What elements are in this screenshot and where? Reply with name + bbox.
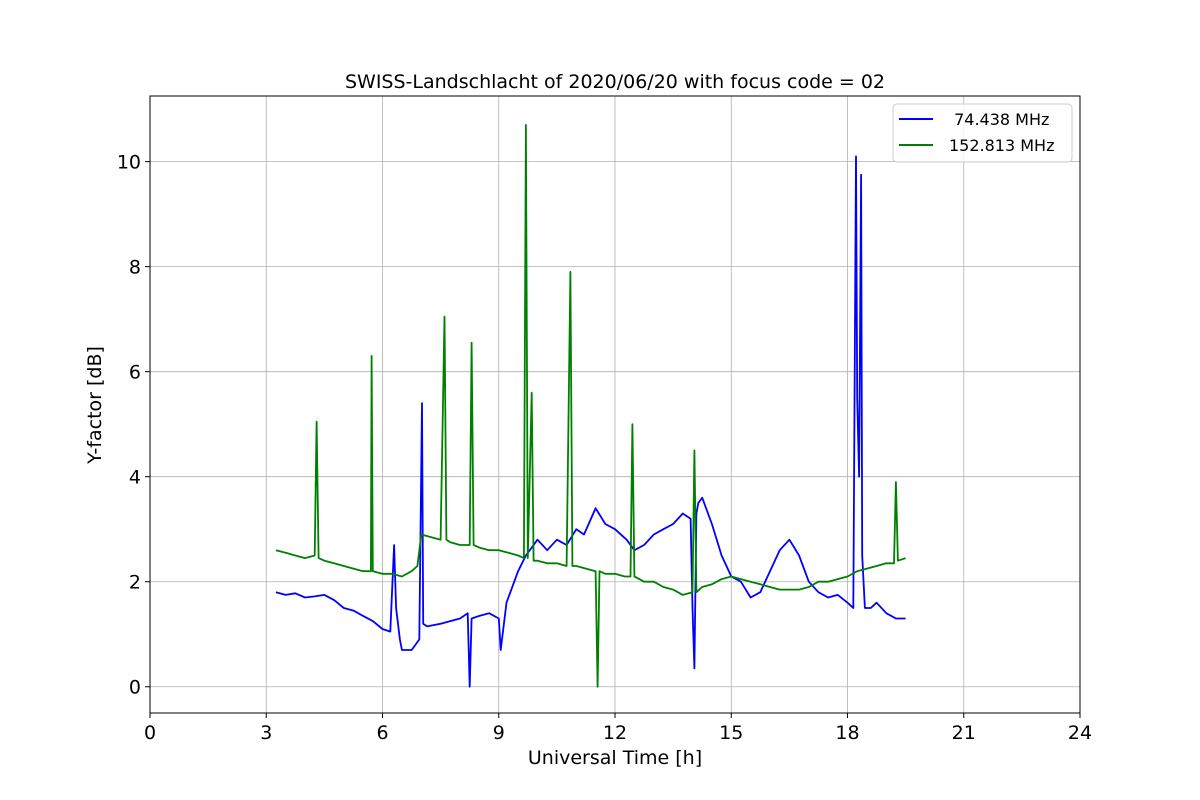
x-tick-label: 21 [952,722,976,744]
y-tick-label: 2 [129,572,141,594]
x-tick-label: 15 [719,722,743,744]
y-tick-label: 8 [129,257,141,279]
y-tick-label: 0 [129,677,141,699]
series-line-1 [275,124,906,688]
x-tick-label: 24 [1068,722,1092,744]
y-tick-label: 10 [117,152,141,174]
x-tick-label: 9 [493,722,505,744]
y-axis-label: Y-factor [dB] [84,346,106,465]
x-tick-label: 0 [144,722,156,744]
x-tick-label: 12 [603,722,627,744]
x-axis-label: Universal Time [h] [528,747,702,769]
legend-label-0: 74.438 MHz [949,110,1049,129]
series-layer [275,124,906,688]
legend-label-1: 152.813 MHz [949,136,1054,155]
legend: 74.438 MHz 152.813 MHz [892,103,1073,163]
y-tick-label: 6 [129,362,141,384]
x-tick-label: 6 [376,722,388,744]
y-tick-label: 4 [129,467,141,489]
x-tick-label: 3 [260,722,272,744]
x-tick-label: 18 [835,722,859,744]
chart-title: SWISS-Landschlacht of 2020/06/20 with fo… [345,71,885,93]
grid [149,96,1081,713]
legend-box [892,103,1073,163]
series-line-0 [275,155,906,688]
